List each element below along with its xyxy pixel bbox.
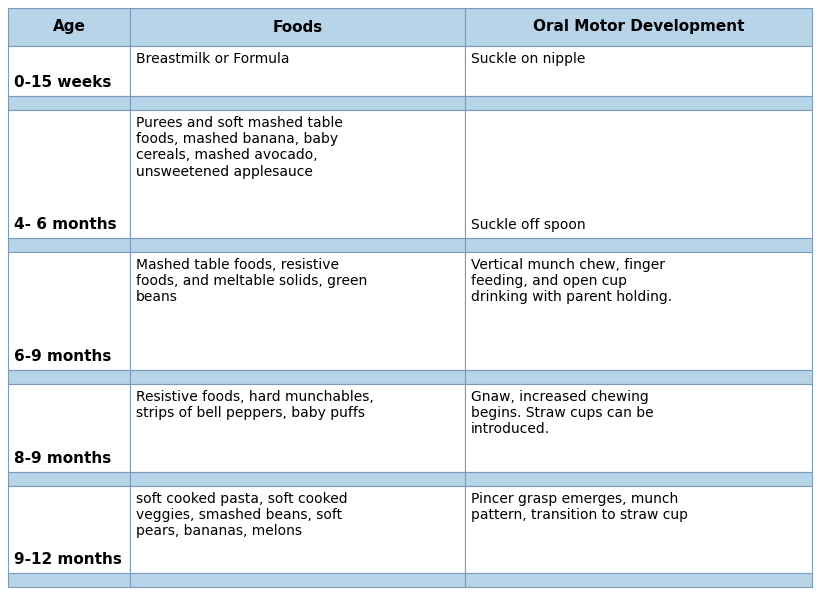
Bar	[8, 472, 130, 486]
Bar	[130, 46, 464, 96]
Text: Age: Age	[52, 20, 85, 34]
Text: Oral Motor Development: Oral Motor Development	[532, 20, 744, 34]
Bar	[464, 8, 811, 46]
Text: Purees and soft mashed table
foods, mashed banana, baby
cereals, mashed avocado,: Purees and soft mashed table foods, mash…	[136, 116, 342, 179]
Text: Suckle on nipple: Suckle on nipple	[470, 52, 585, 66]
Bar	[8, 110, 130, 238]
Text: 6-9 months: 6-9 months	[14, 349, 111, 364]
Bar	[8, 573, 130, 587]
Text: Pincer grasp emerges, munch
pattern, transition to straw cup: Pincer grasp emerges, munch pattern, tra…	[470, 492, 687, 522]
Bar	[130, 8, 464, 46]
Bar	[130, 472, 464, 486]
Text: 9-12 months: 9-12 months	[14, 552, 122, 567]
Bar	[8, 96, 130, 110]
Bar	[464, 384, 811, 472]
Bar	[464, 370, 811, 384]
Text: Suckle off spoon: Suckle off spoon	[470, 218, 585, 232]
Bar	[130, 252, 464, 370]
Text: 4- 6 months: 4- 6 months	[14, 217, 116, 232]
Text: Gnaw, increased chewing
begins. Straw cups can be
introduced.: Gnaw, increased chewing begins. Straw cu…	[470, 390, 653, 436]
Bar	[464, 238, 811, 252]
Bar	[464, 110, 811, 238]
Text: soft cooked pasta, soft cooked
veggies, smashed beans, soft
pears, bananas, melo: soft cooked pasta, soft cooked veggies, …	[136, 492, 347, 538]
Bar	[130, 238, 464, 252]
Bar	[130, 110, 464, 238]
Bar	[130, 486, 464, 573]
Bar	[464, 573, 811, 587]
Bar	[130, 384, 464, 472]
Bar	[8, 370, 130, 384]
Bar	[8, 384, 130, 472]
Text: Breastmilk or Formula: Breastmilk or Formula	[136, 52, 289, 66]
Bar	[464, 472, 811, 486]
Text: Mashed table foods, resistive
foods, and meltable solids, green
beans: Mashed table foods, resistive foods, and…	[136, 258, 367, 304]
Bar	[464, 46, 811, 96]
Text: 0-15 weeks: 0-15 weeks	[14, 75, 111, 90]
Bar	[8, 238, 130, 252]
Bar	[464, 252, 811, 370]
Bar	[464, 486, 811, 573]
Text: 8-9 months: 8-9 months	[14, 451, 111, 466]
Bar	[8, 252, 130, 370]
Bar	[130, 370, 464, 384]
Text: Vertical munch chew, finger
feeding, and open cup
drinking with parent holding.: Vertical munch chew, finger feeding, and…	[470, 258, 672, 304]
Bar	[8, 46, 130, 96]
Text: Resistive foods, hard munchables,
strips of bell peppers, baby puffs: Resistive foods, hard munchables, strips…	[136, 390, 373, 420]
Text: Foods: Foods	[272, 20, 322, 34]
Bar	[8, 486, 130, 573]
Bar	[130, 96, 464, 110]
Bar	[464, 96, 811, 110]
Bar	[130, 573, 464, 587]
Bar	[8, 8, 130, 46]
